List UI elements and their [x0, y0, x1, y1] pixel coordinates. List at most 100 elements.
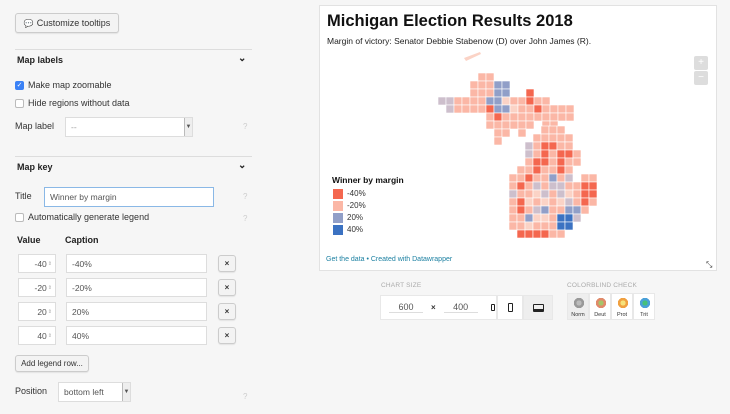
- county[interactable]: [564, 157, 574, 167]
- county[interactable]: [580, 189, 590, 199]
- county[interactable]: [532, 205, 542, 215]
- county[interactable]: [524, 213, 534, 223]
- county[interactable]: [557, 104, 567, 114]
- county[interactable]: [540, 133, 550, 143]
- county[interactable]: [541, 112, 551, 122]
- county[interactable]: [508, 173, 518, 183]
- resize-handle-icon[interactable]: ⤡: [706, 260, 713, 269]
- county[interactable]: [548, 189, 558, 199]
- stepper-icon[interactable]: ⇕: [47, 308, 52, 315]
- county[interactable]: [548, 229, 558, 239]
- county[interactable]: [509, 112, 519, 122]
- county[interactable]: [548, 133, 558, 143]
- county[interactable]: [548, 181, 558, 191]
- stepper-icon[interactable]: ⇕: [47, 260, 52, 267]
- county[interactable]: [532, 133, 542, 143]
- zoomable-checkbox[interactable]: ✓: [15, 81, 24, 90]
- county[interactable]: [516, 197, 526, 207]
- county[interactable]: [556, 205, 566, 215]
- legend-value-input[interactable]: -20 ⇕: [18, 278, 56, 297]
- county[interactable]: [485, 112, 495, 122]
- county[interactable]: [540, 205, 550, 215]
- county[interactable]: [509, 104, 519, 114]
- county[interactable]: [549, 104, 559, 114]
- county[interactable]: [564, 221, 574, 231]
- map-labels-heading[interactable]: Map labels: [17, 55, 64, 65]
- county[interactable]: [485, 80, 495, 90]
- county[interactable]: [508, 205, 518, 215]
- county[interactable]: [556, 221, 566, 231]
- help-icon[interactable]: ?: [243, 122, 248, 131]
- county[interactable]: [540, 229, 550, 239]
- county[interactable]: [540, 221, 550, 231]
- county[interactable]: [532, 181, 542, 191]
- county[interactable]: [533, 104, 543, 114]
- county[interactable]: [549, 112, 559, 122]
- county[interactable]: [493, 128, 503, 138]
- help-icon[interactable]: ?: [243, 214, 248, 223]
- county[interactable]: [532, 165, 542, 175]
- chevron-down-icon[interactable]: ⌄: [238, 160, 247, 171]
- county[interactable]: [540, 197, 550, 207]
- county[interactable]: [564, 141, 574, 151]
- county[interactable]: [580, 197, 590, 207]
- county[interactable]: [572, 189, 582, 199]
- county[interactable]: [437, 96, 447, 106]
- county[interactable]: [524, 165, 534, 175]
- help-icon[interactable]: ?: [243, 192, 248, 201]
- tablet-size-button[interactable]: [497, 295, 523, 320]
- county[interactable]: [508, 213, 518, 223]
- county[interactable]: [540, 165, 550, 175]
- county[interactable]: [556, 173, 566, 183]
- county[interactable]: [524, 197, 534, 207]
- county[interactable]: [548, 173, 558, 183]
- county[interactable]: [453, 104, 463, 114]
- remove-row-button[interactable]: ×: [218, 303, 236, 320]
- county[interactable]: [453, 96, 463, 106]
- county[interactable]: [525, 96, 535, 106]
- county[interactable]: [517, 120, 527, 130]
- county[interactable]: [517, 104, 527, 114]
- county[interactable]: [556, 189, 566, 199]
- county[interactable]: [572, 205, 582, 215]
- county[interactable]: [493, 120, 503, 130]
- county[interactable]: [556, 125, 566, 135]
- county[interactable]: [564, 149, 574, 159]
- colorblind-prot-button[interactable]: Prot: [611, 293, 633, 320]
- county[interactable]: [477, 88, 487, 98]
- legend-value-input[interactable]: -40 ⇕: [18, 254, 56, 273]
- county[interactable]: [493, 112, 503, 122]
- county[interactable]: [548, 221, 558, 231]
- hide-regions-checkbox[interactable]: [15, 99, 24, 108]
- county[interactable]: [540, 189, 550, 199]
- county[interactable]: [524, 221, 534, 231]
- county[interactable]: [548, 165, 558, 175]
- county[interactable]: [501, 96, 511, 106]
- county[interactable]: [532, 221, 542, 231]
- county[interactable]: [485, 72, 495, 82]
- county[interactable]: [548, 149, 558, 159]
- legend-value-input[interactable]: 20 ⇕: [18, 302, 56, 321]
- legend-caption-input[interactable]: 20%: [66, 302, 207, 321]
- county[interactable]: [556, 213, 566, 223]
- datawrapper-link[interactable]: Created with Datawrapper: [370, 256, 453, 263]
- legend-caption-input[interactable]: -20%: [66, 278, 207, 297]
- county[interactable]: [485, 88, 495, 98]
- county[interactable]: [524, 173, 534, 183]
- county[interactable]: [588, 181, 598, 191]
- county[interactable]: [548, 205, 558, 215]
- county[interactable]: [556, 197, 566, 207]
- county[interactable]: [580, 205, 590, 215]
- county[interactable]: [565, 112, 575, 122]
- michigan-map[interactable]: [320, 6, 718, 272]
- county[interactable]: [532, 157, 542, 167]
- county[interactable]: [524, 205, 534, 215]
- county[interactable]: [572, 157, 582, 167]
- remove-row-button[interactable]: ×: [218, 279, 236, 296]
- county[interactable]: [524, 189, 534, 199]
- county[interactable]: [469, 104, 479, 114]
- county[interactable]: [557, 112, 567, 122]
- county[interactable]: [469, 96, 479, 106]
- colorblind-deut-button[interactable]: Deut: [589, 293, 611, 320]
- county[interactable]: [564, 205, 574, 215]
